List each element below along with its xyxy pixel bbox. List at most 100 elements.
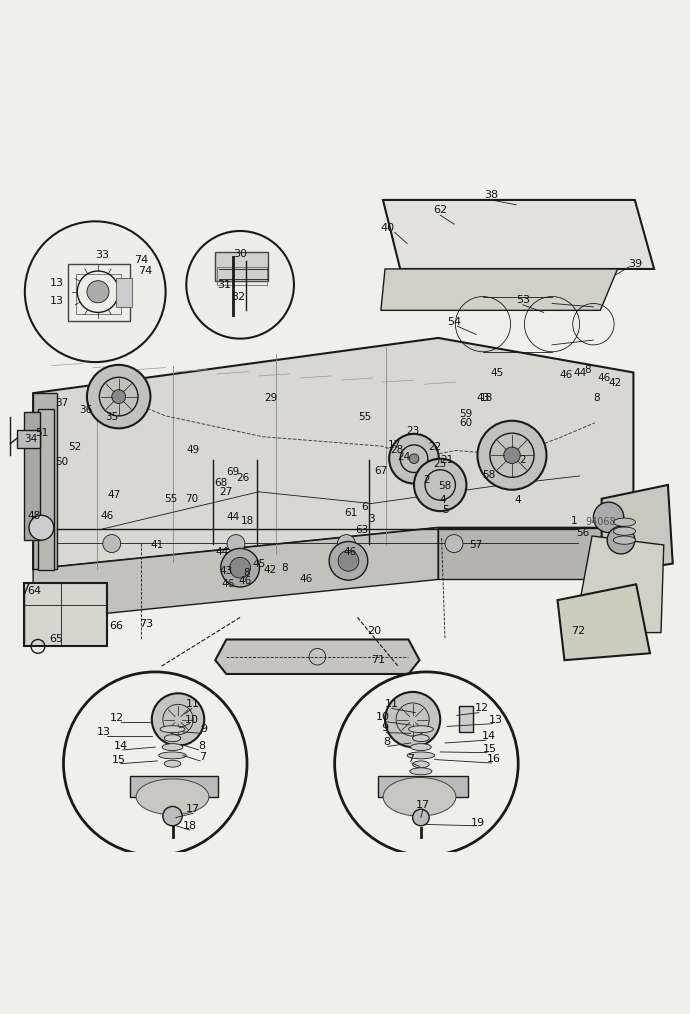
Text: 66: 66 [109, 621, 123, 631]
Text: 46: 46 [221, 579, 235, 589]
Text: 52: 52 [68, 442, 81, 452]
Text: 74: 74 [135, 255, 148, 265]
Ellipse shape [613, 518, 635, 526]
Text: 22: 22 [428, 442, 442, 452]
Text: 12: 12 [110, 713, 124, 723]
Text: 2: 2 [423, 476, 430, 485]
Polygon shape [136, 779, 209, 814]
Circle shape [103, 534, 121, 553]
Text: 45: 45 [490, 368, 504, 378]
Text: 61: 61 [344, 508, 357, 517]
Circle shape [29, 515, 54, 540]
Text: 63: 63 [355, 525, 369, 534]
Text: 10: 10 [185, 715, 199, 725]
Polygon shape [33, 338, 633, 569]
Circle shape [593, 502, 624, 532]
Text: 3: 3 [368, 514, 375, 524]
Text: 36: 36 [79, 406, 93, 416]
Text: 20: 20 [367, 627, 381, 636]
Text: 41: 41 [150, 539, 164, 550]
Text: 7: 7 [199, 751, 206, 762]
Circle shape [186, 231, 294, 339]
Ellipse shape [160, 726, 185, 733]
Ellipse shape [159, 752, 186, 758]
Polygon shape [381, 269, 618, 310]
Text: 4: 4 [514, 495, 521, 505]
Text: 27: 27 [219, 487, 233, 497]
Text: 24: 24 [397, 452, 411, 462]
Polygon shape [33, 527, 438, 621]
Text: 17: 17 [186, 804, 200, 814]
Circle shape [63, 672, 247, 856]
Text: 13: 13 [50, 296, 63, 306]
Text: 14: 14 [114, 741, 128, 750]
Text: 11: 11 [385, 700, 399, 710]
Polygon shape [38, 409, 54, 571]
Circle shape [477, 421, 546, 490]
Text: 44: 44 [226, 512, 240, 522]
Bar [217, 267, 267, 285]
Circle shape [227, 534, 245, 553]
Text: 46: 46 [344, 547, 357, 557]
Text: 68: 68 [214, 478, 228, 488]
Text: 18: 18 [240, 516, 254, 526]
Circle shape [329, 541, 368, 580]
Text: 55: 55 [164, 494, 178, 504]
Circle shape [230, 558, 250, 578]
Polygon shape [574, 536, 664, 633]
Ellipse shape [410, 768, 432, 775]
Circle shape [338, 551, 359, 571]
Text: 18: 18 [480, 393, 493, 403]
Circle shape [25, 221, 166, 362]
Text: 56: 56 [576, 528, 590, 538]
Text: 70: 70 [185, 494, 199, 504]
Text: 32: 32 [232, 292, 246, 302]
Text: 1: 1 [571, 516, 578, 526]
Text: 4: 4 [440, 495, 446, 505]
Text: 51: 51 [34, 428, 48, 438]
Ellipse shape [407, 752, 435, 758]
Text: 8: 8 [244, 568, 250, 578]
Text: 47: 47 [107, 491, 121, 500]
Circle shape [607, 526, 635, 554]
Ellipse shape [164, 760, 181, 768]
Bar [378, 776, 468, 797]
Polygon shape [24, 583, 107, 646]
Text: 29: 29 [264, 393, 277, 403]
Text: 45: 45 [252, 559, 266, 569]
Text: 30: 30 [233, 248, 247, 259]
Text: 8: 8 [584, 365, 591, 375]
Polygon shape [383, 200, 654, 269]
Text: 8: 8 [198, 741, 205, 750]
Text: 12: 12 [475, 704, 489, 714]
Circle shape [504, 447, 520, 463]
Text: 43: 43 [219, 566, 233, 576]
Text: 69: 69 [226, 467, 240, 478]
Ellipse shape [413, 735, 429, 741]
Text: 13: 13 [97, 727, 110, 737]
Text: 2: 2 [520, 455, 526, 465]
Ellipse shape [413, 760, 429, 768]
Polygon shape [17, 430, 40, 448]
Polygon shape [438, 527, 633, 579]
Text: 40: 40 [381, 222, 395, 232]
Polygon shape [215, 640, 420, 674]
Text: 34: 34 [24, 434, 38, 444]
Text: 37: 37 [55, 399, 69, 409]
Circle shape [409, 454, 419, 463]
Circle shape [87, 365, 150, 428]
Circle shape [389, 434, 439, 484]
Text: 74: 74 [138, 266, 152, 276]
Circle shape [385, 692, 440, 747]
Circle shape [414, 458, 466, 511]
Text: 44: 44 [573, 368, 586, 378]
Text: 8: 8 [593, 393, 600, 403]
Circle shape [337, 534, 355, 553]
Text: 16: 16 [487, 753, 501, 764]
Text: 5: 5 [442, 505, 448, 515]
Text: 42: 42 [264, 566, 277, 576]
Text: 62: 62 [433, 205, 447, 215]
Text: 7: 7 [407, 753, 414, 764]
Text: 13: 13 [489, 715, 502, 725]
Circle shape [335, 672, 518, 856]
